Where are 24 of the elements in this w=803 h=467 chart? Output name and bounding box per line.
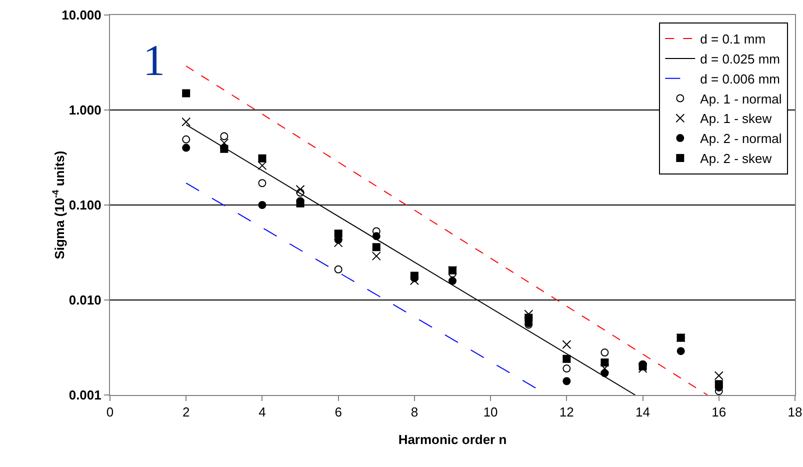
legend-label: Ap. 1 - normal [700, 91, 782, 106]
legend-label: Ap. 2 - normal [700, 131, 782, 146]
x-axis-title: Harmonic order n [398, 432, 507, 447]
legend-label: d = 0.1 mm [700, 32, 766, 47]
x-tick-label: 10 [483, 404, 498, 420]
x-tick-label: 2 [182, 404, 190, 420]
x-tick-label: 14 [636, 404, 650, 420]
y-tick-label: 0.010 [68, 292, 102, 308]
x-tick-label: 18 [788, 404, 802, 420]
legend-label: Ap. 2 - skew [700, 151, 772, 166]
x-tick-label: 6 [334, 404, 342, 420]
y-tick-label: 0.001 [68, 388, 102, 403]
legend-label: Ap. 1 - skew [700, 111, 772, 126]
x-tick-label: 12 [559, 404, 574, 420]
y-tick-label: 10.000 [62, 8, 102, 23]
x-tick-label: 16 [712, 404, 726, 420]
y-tick-label: 0.100 [68, 198, 102, 213]
x-tick-label: 4 [258, 404, 266, 420]
legend-label: d = 0.025 mm [700, 52, 780, 67]
x-tick-label: 0 [106, 404, 114, 420]
y-tick-label: 1.000 [68, 102, 102, 118]
legend-label: d = 0.006 mm [700, 71, 780, 86]
annotation: 1 [143, 36, 165, 85]
x-tick-label: 8 [410, 404, 418, 420]
